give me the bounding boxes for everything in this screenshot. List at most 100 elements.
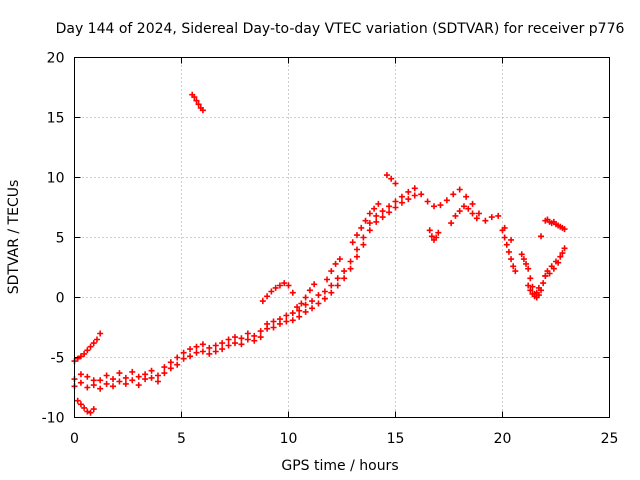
data-point bbox=[463, 193, 470, 200]
data-point bbox=[302, 301, 309, 308]
data-point bbox=[180, 355, 187, 362]
data-point bbox=[238, 341, 245, 348]
data-point bbox=[90, 340, 97, 347]
data-point bbox=[465, 205, 472, 212]
data-point bbox=[199, 348, 206, 355]
data-point bbox=[281, 280, 288, 287]
data-point bbox=[244, 330, 251, 337]
data-point bbox=[559, 250, 566, 257]
data-point bbox=[161, 370, 168, 377]
data-point bbox=[538, 233, 545, 240]
data-point bbox=[533, 289, 540, 296]
data-point bbox=[315, 292, 322, 299]
data-point bbox=[366, 210, 373, 217]
data-point bbox=[341, 268, 348, 275]
grid-lines bbox=[74, 57, 610, 418]
data-point bbox=[296, 313, 303, 320]
data-point bbox=[324, 276, 331, 283]
data-point bbox=[77, 379, 84, 386]
data-point bbox=[97, 377, 104, 384]
data-point bbox=[379, 214, 386, 221]
data-point bbox=[426, 227, 433, 234]
data-point bbox=[473, 215, 480, 222]
data-point bbox=[341, 275, 348, 282]
data-point bbox=[84, 373, 91, 380]
data-point bbox=[373, 212, 380, 219]
data-point bbox=[148, 374, 155, 381]
data-point bbox=[460, 203, 467, 210]
data-point bbox=[81, 404, 88, 411]
data-point bbox=[347, 265, 354, 272]
data-point bbox=[531, 293, 538, 300]
data-point bbox=[298, 300, 305, 307]
data-point bbox=[97, 330, 104, 337]
data-point bbox=[103, 380, 110, 387]
data-point bbox=[388, 175, 395, 182]
data-point bbox=[264, 293, 271, 300]
data-point bbox=[392, 198, 399, 205]
data-point bbox=[383, 172, 390, 179]
data-point bbox=[353, 246, 360, 253]
data-point bbox=[550, 265, 557, 272]
y-tick-label: 0 bbox=[56, 291, 65, 307]
data-point bbox=[238, 335, 245, 342]
data-point bbox=[379, 208, 386, 215]
data-point bbox=[167, 359, 174, 366]
data-point bbox=[437, 202, 444, 209]
data-point bbox=[529, 283, 536, 290]
data-point bbox=[358, 224, 365, 231]
data-point bbox=[110, 376, 117, 383]
y-tick-label: -10 bbox=[42, 411, 65, 427]
data-point bbox=[353, 253, 360, 260]
data-point bbox=[206, 350, 213, 357]
data-point bbox=[93, 336, 100, 343]
data-point bbox=[187, 353, 194, 360]
data-point bbox=[142, 376, 149, 383]
data-point bbox=[174, 361, 181, 368]
data-point bbox=[225, 336, 232, 343]
y-tick-label: -5 bbox=[51, 351, 65, 367]
data-point bbox=[268, 288, 275, 295]
data-point bbox=[187, 346, 194, 353]
data-point bbox=[296, 307, 303, 314]
data-point bbox=[405, 196, 412, 203]
data-point bbox=[90, 377, 97, 384]
data-point bbox=[129, 377, 136, 384]
x-tick-label: 5 bbox=[177, 431, 186, 447]
data-point bbox=[424, 198, 431, 205]
data-point bbox=[386, 203, 393, 210]
data-point bbox=[332, 260, 339, 267]
data-point bbox=[503, 241, 510, 248]
data-point bbox=[225, 342, 232, 349]
data-point bbox=[219, 340, 226, 347]
data-point bbox=[77, 371, 84, 378]
data-point bbox=[302, 308, 309, 315]
data-point bbox=[540, 280, 547, 287]
data-point bbox=[433, 234, 440, 241]
data-point bbox=[475, 210, 482, 217]
data-point bbox=[154, 378, 161, 385]
data-point bbox=[74, 355, 81, 362]
data-point bbox=[452, 212, 459, 219]
data-point bbox=[315, 300, 322, 307]
y-tick-label: 20 bbox=[47, 51, 65, 67]
data-point bbox=[259, 298, 266, 305]
data-point bbox=[161, 364, 168, 371]
data-point bbox=[518, 251, 525, 258]
data-point bbox=[103, 372, 110, 379]
data-point bbox=[505, 248, 512, 255]
data-point bbox=[523, 260, 530, 267]
data-point bbox=[328, 282, 335, 289]
data-point bbox=[535, 284, 542, 291]
data-point bbox=[110, 383, 117, 390]
data-point bbox=[375, 200, 382, 207]
data-point bbox=[311, 281, 318, 288]
x-tick-label: 20 bbox=[494, 431, 512, 447]
data-point bbox=[501, 234, 508, 241]
data-point bbox=[257, 334, 264, 341]
data-point bbox=[371, 205, 378, 212]
data-point bbox=[174, 354, 181, 361]
data-point bbox=[555, 259, 562, 266]
data-point bbox=[77, 401, 84, 408]
